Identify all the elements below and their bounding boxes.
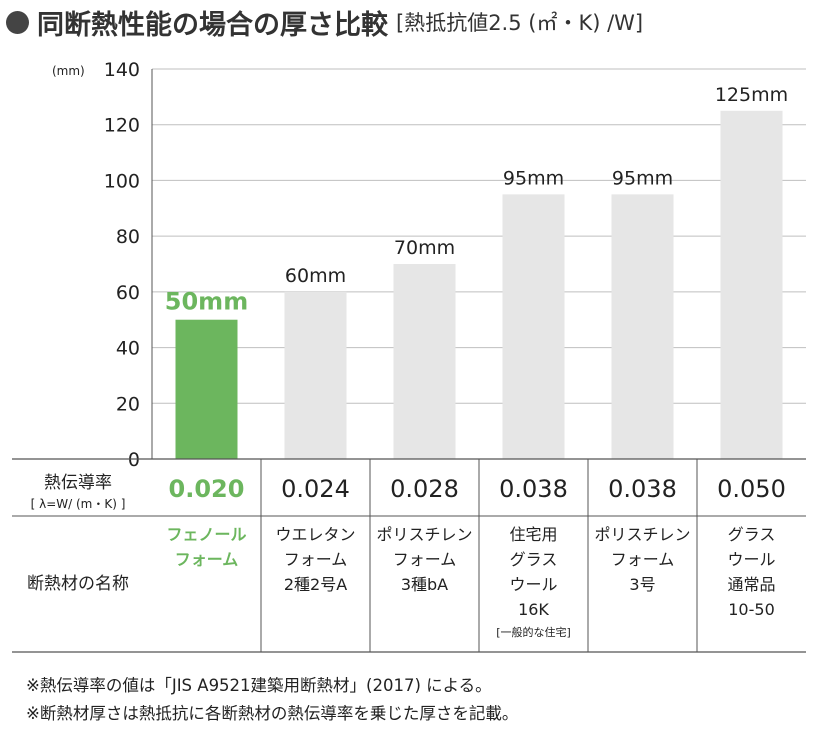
material-name-line: フェノール <box>166 525 246 544</box>
conductivity-value: 0.020 <box>169 475 245 503</box>
material-name-line: 16K <box>518 600 549 619</box>
bar <box>393 264 456 459</box>
material-name-line: 10-50 <box>728 600 775 619</box>
material-name-line: 2種2号A <box>284 575 347 594</box>
bar-value-label: 60mm <box>285 265 346 287</box>
footnote-1: ※熱伝導率の値は「JIS A9521建築用断熱材」(2017) による。 <box>26 676 492 695</box>
material-name-line: 3号 <box>629 575 655 594</box>
footnote-2: ※断熱材厚さは熱抵抗に各断熱材の熱伝導率を乗じた厚さを記載。 <box>26 704 519 723</box>
y-tick-label: 20 <box>116 393 140 415</box>
y-unit-label: (mm) <box>52 64 85 78</box>
material-name-line: グラス <box>728 525 776 544</box>
chart-title: 同断熱性能の場合の厚さ比較 [熱抵抗値2.5 (㎡・K) /W] <box>6 2 822 42</box>
material-name-line: グラス <box>510 550 558 569</box>
material-name-line: フォーム <box>175 550 239 569</box>
material-name-line: ウール <box>727 550 775 569</box>
thickness-bar-chart: 0 20 40 60 80 100 120 140 (mm) 50mm 60mm 70mm 95mm 95… <box>12 59 806 653</box>
bar-value-label: 70mm <box>394 237 455 259</box>
material-name-line: ポリスチレン <box>376 525 472 544</box>
conductivity-value: 0.038 <box>499 475 568 503</box>
bar-value-label: 95mm <box>612 167 673 189</box>
conductivity-value: 0.050 <box>717 475 786 503</box>
material-name-note: [一般的な住宅] <box>496 625 571 639</box>
material-name-line: ウール <box>509 575 557 594</box>
bar-value-label: 95mm <box>503 167 564 189</box>
title-main: 同断熱性能の場合の厚さ比較 <box>37 9 388 41</box>
y-tick-label: 140 <box>104 59 140 81</box>
material-name-line: フォーム <box>284 550 348 569</box>
bar <box>502 194 565 459</box>
y-tick-label: 40 <box>116 338 140 360</box>
conductivity-header: 熱伝導率 <box>44 473 112 493</box>
y-tick-label: 100 <box>104 170 140 192</box>
conductivity-value: 0.038 <box>608 475 677 503</box>
bar <box>284 291 347 459</box>
material-name-line: ウエレタン <box>275 525 355 544</box>
bar <box>611 194 674 459</box>
material-name-line: 通常品 <box>727 575 775 594</box>
conductivity-value: 0.028 <box>390 475 459 503</box>
material-name-line: ポリスチレン <box>594 525 690 544</box>
bar <box>175 319 238 459</box>
bar-value-label: 125mm <box>715 84 788 106</box>
bar <box>720 110 783 460</box>
conductivity-value: 0.024 <box>281 475 350 503</box>
y-tick-label: 80 <box>116 226 140 248</box>
title-bullet-icon <box>6 10 29 34</box>
bar-value-label: 50mm <box>165 288 248 316</box>
y-tick-label: 0 <box>128 449 140 471</box>
material-name-line: 3種bA <box>401 575 448 594</box>
y-tick-label: 120 <box>104 115 140 137</box>
material-name-line: 住宅用 <box>509 525 557 544</box>
material-name-line: フォーム <box>393 550 457 569</box>
title-sub: [熱抵抗値2.5 (㎡・K) /W] <box>396 11 644 35</box>
y-tick-label: 60 <box>116 282 140 304</box>
name-header: 断熱材の名称 <box>27 574 129 594</box>
material-name-line: フォーム <box>611 550 675 569</box>
conductivity-unit: [ λ=W/ (m・K) ] <box>31 497 126 511</box>
